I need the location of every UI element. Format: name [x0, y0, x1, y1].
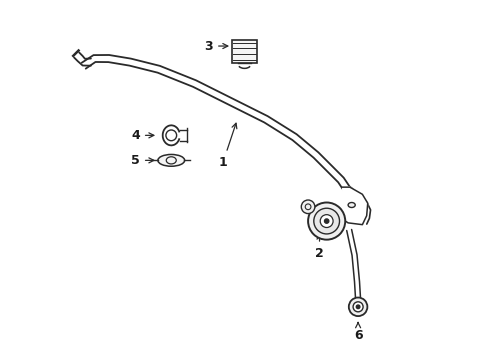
- Circle shape: [313, 208, 339, 234]
- FancyBboxPatch shape: [231, 40, 257, 63]
- Circle shape: [352, 302, 363, 312]
- Circle shape: [356, 305, 359, 309]
- Text: 4: 4: [131, 129, 154, 142]
- Text: 2: 2: [314, 234, 323, 260]
- Circle shape: [307, 203, 345, 240]
- Text: 5: 5: [131, 154, 154, 167]
- Ellipse shape: [158, 154, 184, 166]
- Text: 3: 3: [204, 40, 227, 53]
- Ellipse shape: [347, 203, 354, 207]
- Polygon shape: [342, 187, 367, 225]
- Circle shape: [324, 219, 328, 223]
- Circle shape: [320, 215, 332, 228]
- Text: 6: 6: [353, 323, 362, 342]
- Text: 1: 1: [218, 123, 236, 168]
- Circle shape: [348, 297, 366, 316]
- Circle shape: [301, 200, 314, 213]
